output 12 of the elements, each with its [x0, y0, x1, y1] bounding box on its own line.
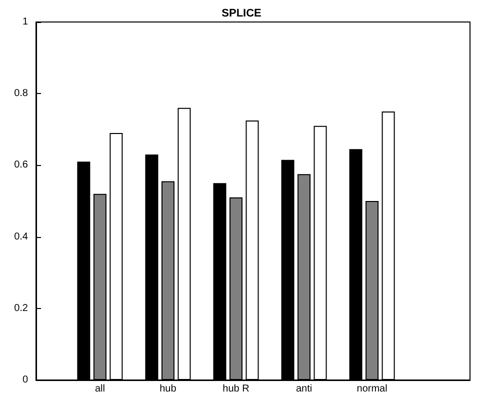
x-tick-label: normal [356, 384, 388, 394]
y-tick-label: 0.8 [14, 88, 28, 100]
x-tick-label: hub R [222, 384, 250, 394]
chart-title: SPLICE [222, 8, 262, 20]
y-tick-label: 1 [22, 16, 28, 28]
y-tick-label: 0.2 [14, 302, 28, 314]
y-tick-label: 0.4 [14, 231, 28, 242]
y-tick-label: 0 [22, 374, 28, 386]
x-tick-label: all [94, 384, 105, 394]
x-tick-label: anti [296, 384, 312, 394]
x-tick-label: hub [160, 384, 177, 394]
y-tick-label: 0.6 [14, 160, 28, 171]
